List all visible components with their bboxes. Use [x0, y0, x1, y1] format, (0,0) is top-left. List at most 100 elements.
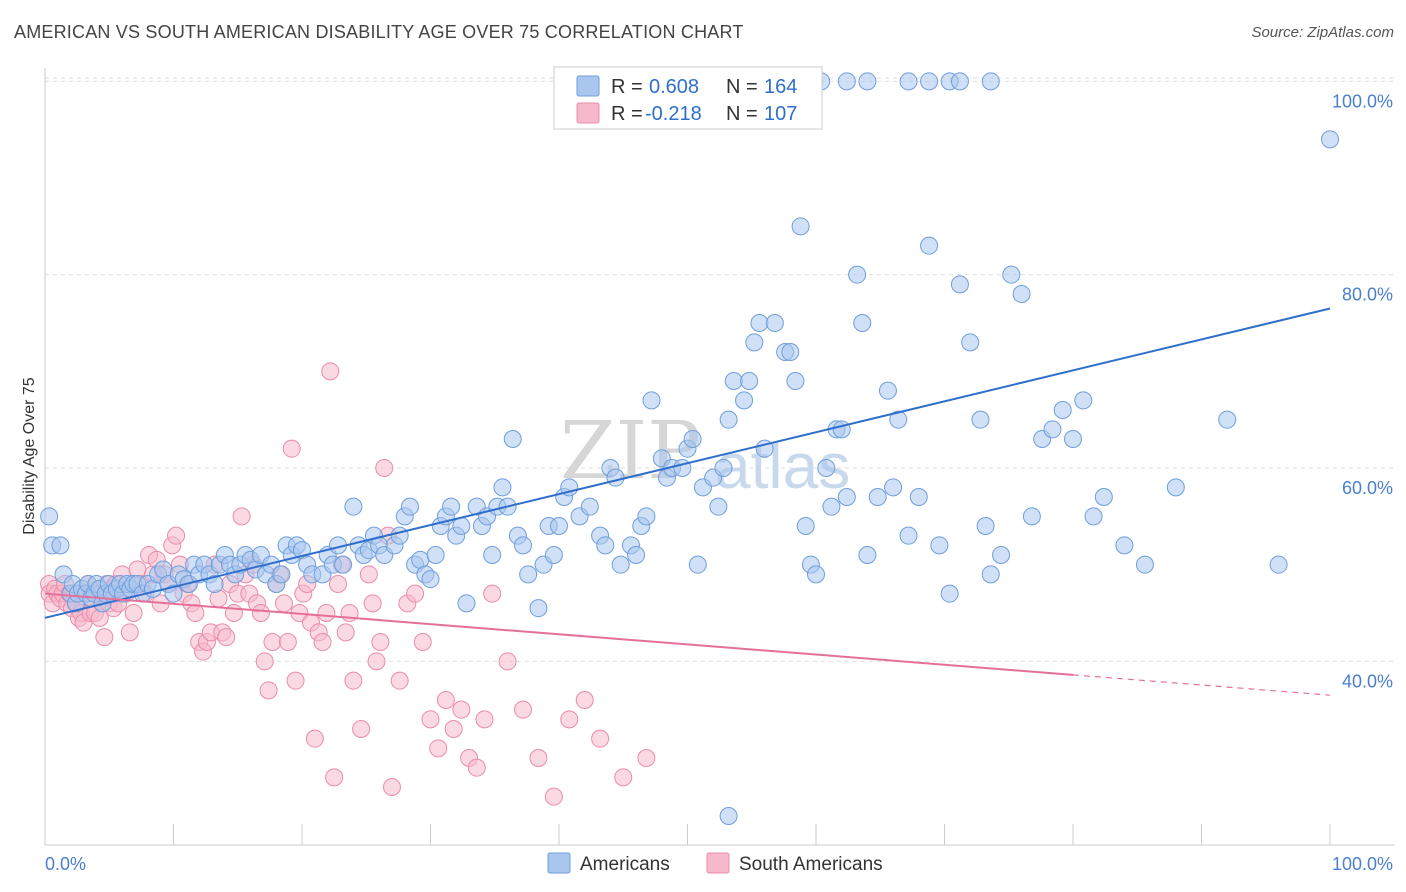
point-american: [899, 72, 918, 91]
point-south-american: [560, 710, 579, 729]
point-american: [868, 488, 887, 506]
point-american: [272, 565, 291, 584]
point-south-american: [591, 729, 610, 748]
point-american: [493, 478, 512, 497]
stats-legend-r-label-south-americans: R =: [611, 103, 643, 125]
point-south-american: [452, 700, 471, 719]
point-american: [1218, 410, 1237, 429]
point-south-american: [321, 362, 340, 381]
point-south-american: [421, 710, 440, 729]
point-south-american: [120, 623, 139, 642]
point-american: [606, 468, 625, 487]
point-american: [745, 333, 764, 352]
x-tick-label: 0.0%: [45, 854, 86, 874]
point-american: [611, 555, 630, 574]
point-american: [961, 333, 980, 352]
point-south-american: [167, 526, 186, 545]
point-american: [765, 314, 784, 332]
point-american: [637, 507, 656, 526]
point-south-american: [278, 633, 297, 651]
stats-legend-r-label-americans: R =: [611, 76, 643, 98]
point-american: [889, 410, 908, 429]
point-american: [503, 430, 522, 448]
point-south-american: [95, 628, 114, 647]
point-american: [1269, 555, 1288, 574]
point-american: [981, 72, 1000, 91]
point-american: [688, 555, 707, 574]
point-american: [40, 507, 59, 526]
x-tick-label: 100.0%: [1332, 854, 1393, 874]
trend-line-south-americans: [44, 592, 1074, 676]
point-american: [1094, 488, 1113, 506]
series-legend: Americans South Americans: [547, 852, 883, 875]
point-american: [796, 517, 815, 535]
point-american: [853, 314, 872, 332]
point-south-american: [544, 787, 563, 806]
point-south-american: [363, 594, 382, 613]
point-american: [514, 536, 533, 555]
point-american: [205, 575, 224, 593]
stats-legend-swatch-americans: [576, 75, 600, 97]
point-american: [1135, 555, 1154, 574]
point-american: [390, 526, 409, 545]
chart-source: Source: ZipAtlas.com: [1251, 24, 1394, 41]
point-american: [457, 594, 476, 613]
point-south-american: [313, 633, 332, 651]
point-south-american: [575, 691, 594, 709]
point-south-american: [475, 710, 494, 729]
point-american: [529, 599, 548, 618]
point-south-american: [498, 652, 517, 671]
stats-legend-n-americans: 164: [764, 76, 797, 98]
point-south-american: [406, 584, 425, 603]
point-american: [735, 391, 754, 410]
stats-legend-swatch-south-americans: [576, 102, 600, 124]
point-south-american: [637, 749, 656, 767]
point-south-american: [224, 604, 243, 622]
point-american: [832, 420, 851, 439]
point-south-american: [336, 623, 355, 642]
point-south-american: [325, 768, 344, 787]
point-south-american: [359, 565, 378, 584]
point-south-american: [375, 459, 394, 477]
point-american: [1002, 265, 1021, 284]
point-american: [1022, 507, 1041, 526]
point-american: [971, 410, 990, 429]
stats-legend-n-label-americans: N =: [726, 76, 758, 98]
y-tick-label: 60.0%: [1342, 478, 1393, 498]
point-american: [740, 372, 759, 390]
point-american: [992, 546, 1011, 564]
point-american: [1115, 536, 1134, 555]
point-american: [858, 72, 877, 91]
point-american: [858, 546, 877, 564]
point-south-american: [436, 691, 455, 709]
point-american: [909, 488, 928, 506]
point-south-american: [367, 652, 386, 671]
legend-label-americans: Americans: [580, 854, 670, 875]
point-south-american: [352, 720, 371, 738]
point-south-american: [382, 778, 401, 796]
point-american: [976, 517, 995, 535]
point-south-american: [328, 575, 347, 593]
stats-legend-r-americans: 0.608: [649, 76, 699, 98]
point-american: [786, 372, 805, 390]
point-american: [1084, 507, 1103, 526]
legend-label-south-americans: South Americans: [739, 854, 883, 875]
point-american: [920, 72, 939, 91]
point-american: [334, 555, 353, 574]
point-south-american: [217, 628, 236, 647]
stats-legend: R = 0.608 N = 164 R = -0.218 N = 107: [553, 66, 823, 130]
point-south-american: [282, 439, 301, 458]
stats-legend-n-label-south-americans: N =: [726, 103, 758, 125]
point-south-american: [529, 749, 548, 767]
point-south-american: [186, 604, 205, 622]
data-points: [40, 72, 1339, 825]
point-south-american: [305, 729, 324, 748]
point-american: [950, 275, 969, 294]
point-american: [596, 536, 615, 555]
point-south-american: [286, 671, 305, 690]
point-american: [627, 546, 646, 564]
point-american: [807, 565, 825, 584]
point-south-american: [263, 633, 282, 651]
point-american: [719, 410, 738, 429]
